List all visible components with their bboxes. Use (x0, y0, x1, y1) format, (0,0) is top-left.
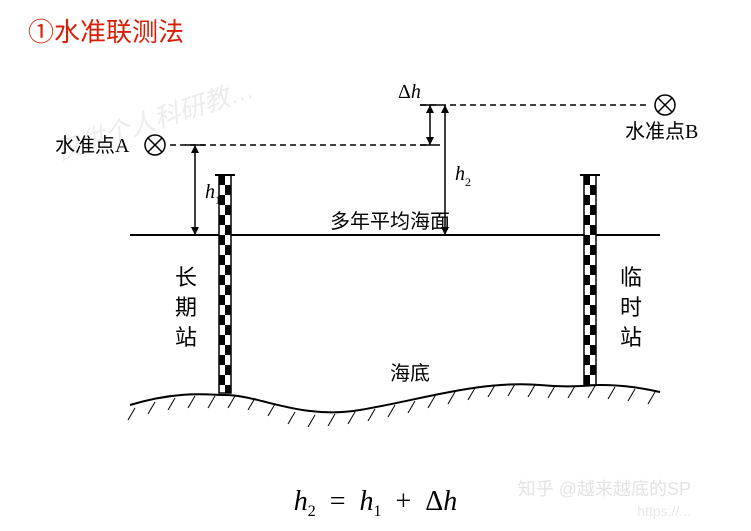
formula-dh-var: h (443, 486, 457, 517)
h2-label: h2 (455, 163, 471, 189)
delta-h-arrow (420, 105, 440, 145)
benchmark-a-symbol (145, 135, 165, 155)
formula-eq: = (330, 486, 346, 517)
formula-plus: + (395, 486, 411, 517)
formula-h1-var: h (359, 486, 373, 517)
seabed-hatching (128, 384, 655, 427)
temporary-station-pole (580, 175, 600, 385)
long-term-station-pole (215, 175, 235, 393)
seabed-label: 海底 (390, 362, 430, 385)
sea-level-label: 多年平均海面 (330, 210, 450, 233)
delta-h-label: Δh (398, 81, 421, 103)
page-title: ①水准联测法 (28, 12, 184, 49)
benchmark-b-symbol (655, 95, 675, 115)
benchmark-b-label: 水准点B (625, 120, 698, 143)
leveling-diagram: 水准点A 水准点B Δh h1 h2 多年平均海面 (0, 60, 751, 460)
temporary-station-label: 临 时 站 (620, 265, 648, 350)
formula-delta: Δ (425, 486, 443, 517)
h1-arrow (185, 145, 205, 235)
formula-h2-sub: 2 (308, 503, 316, 520)
seabed-line (130, 384, 660, 412)
formula-h1-sub: 1 (373, 503, 381, 520)
formula: h2 = h1 + Δh (0, 486, 751, 521)
title-text: ①水准联测法 (28, 12, 184, 49)
benchmark-a-label: 水准点A (55, 134, 130, 157)
formula-h2-var: h (294, 486, 308, 517)
long-term-station-label: 长 期 站 (175, 265, 203, 350)
